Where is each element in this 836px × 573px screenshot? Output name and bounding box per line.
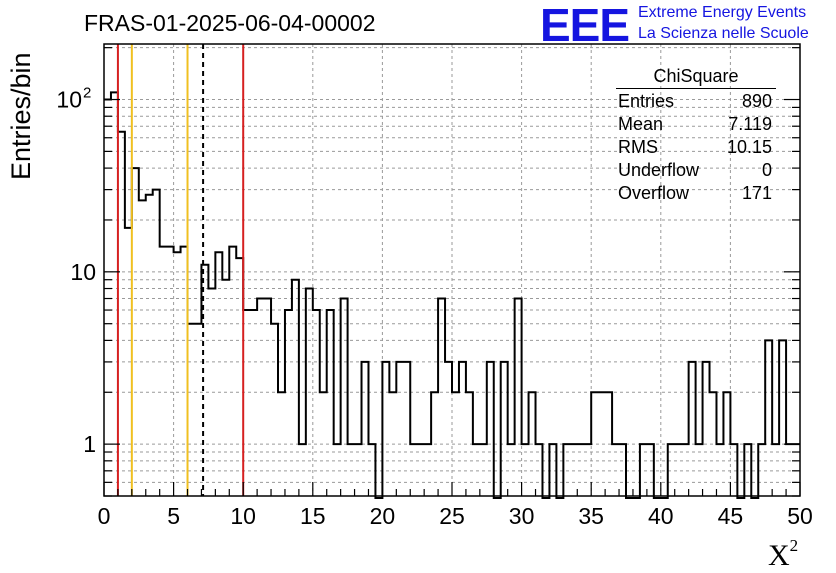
stats-label: RMS: [618, 137, 658, 157]
x-axis-label-superscript: 2: [789, 536, 799, 555]
x-tick-label: 20: [370, 503, 396, 529]
x-axis-label: X2: [768, 536, 798, 573]
stats-box: ChiSquare Entries 890 Mean 7.119 RMS 10.15 …: [610, 66, 778, 205]
stats-label: Mean: [618, 114, 664, 134]
stats-label: Entries: [618, 91, 675, 111]
x-axis-label-base: X: [768, 539, 790, 572]
stats-title: ChiSquare: [616, 66, 776, 89]
y-axis-label: Entries/bin: [6, 52, 36, 180]
chart-title: FRAS-01-2025-06-04-00002: [84, 10, 376, 36]
x-tick-label: 5: [167, 503, 180, 529]
stats-row-mean: Mean 7.119: [610, 113, 778, 136]
x-tick-label: 0: [98, 503, 111, 529]
x-tick-label: 10: [230, 503, 256, 529]
logo-text-line2: La Scienza nelle Scuole: [638, 25, 809, 42]
y-tick-label: 1: [83, 431, 96, 457]
stats-row-rms: RMS 10.15: [610, 136, 778, 159]
x-tick-label: 50: [787, 503, 813, 529]
logo-text-line1: Extreme Energy Events: [638, 4, 807, 21]
y-tick-label: 10: [70, 259, 96, 285]
stats-label: Overflow: [618, 183, 690, 203]
x-tick-label: 15: [300, 503, 326, 529]
x-tick-label: 40: [648, 503, 674, 529]
x-tick-label: 30: [509, 503, 535, 529]
stats-row-overflow: Overflow 171: [610, 182, 778, 205]
x-axis: 0 5 10 15 20 25 30 35 40 45 50: [98, 482, 813, 529]
stats-value: 171: [741, 183, 772, 203]
stats-value: 0: [761, 160, 772, 180]
y-tick-label: 10: [56, 87, 82, 113]
stats-label: Underflow: [618, 160, 700, 180]
histogram-series: [104, 91, 800, 499]
stats-value: 890: [741, 91, 772, 111]
eee-logo: EEE: [540, 0, 630, 51]
x-tick-label: 45: [718, 503, 744, 529]
stats-row-entries: Entries 890: [610, 90, 778, 113]
y-tick-label-exponent: 2: [83, 85, 91, 102]
x-tick-label: 25: [439, 503, 465, 529]
reference-lines: [116, 44, 245, 496]
stats-value: 10.15: [726, 137, 772, 157]
stats-value: 7.119: [728, 114, 772, 134]
x-tick-label: 35: [578, 503, 604, 529]
stats-row-underflow: Underflow 0: [610, 159, 778, 182]
